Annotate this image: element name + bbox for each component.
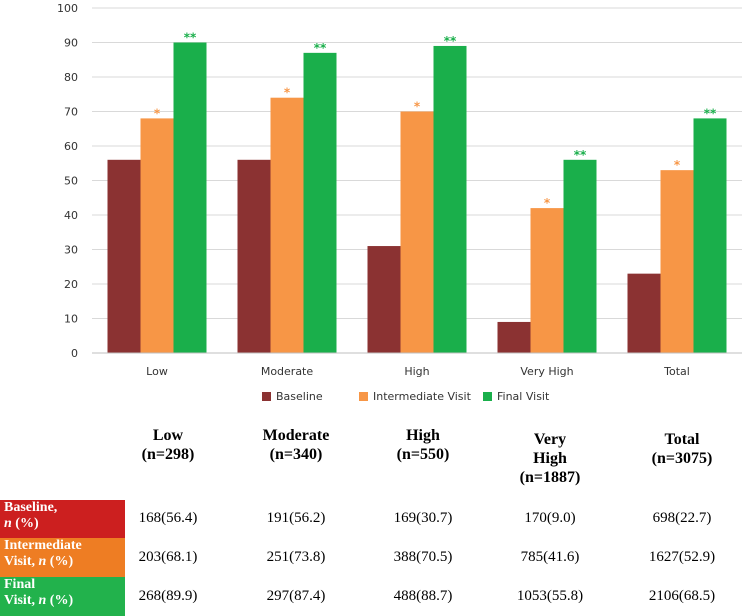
y-tick-label: 80 [64, 71, 78, 84]
table-cell: 170(9.0) [524, 510, 576, 526]
col-header-line: (n=550) [396, 446, 450, 463]
col-header-line: (n=298) [141, 446, 195, 463]
bar-intermediate-visit [660, 170, 694, 353]
row-label-intermediate: Intermediate Visit, n (%) [0, 538, 125, 577]
col-header-line: Low [152, 427, 184, 444]
legend-label: Intermediate Visit [373, 390, 472, 403]
col-header-line: Total [664, 431, 700, 448]
col-header-line: Very [533, 431, 567, 448]
row-label-pct: (%) [46, 593, 74, 608]
bar-intermediate-visit [270, 97, 304, 353]
col-header-line: (n=340) [269, 446, 323, 463]
row-label-n: n [4, 516, 12, 531]
row-label-text: Visit, [4, 593, 39, 608]
table-cell: 785(41.6) [520, 549, 580, 565]
y-tick-label: 50 [64, 175, 78, 188]
bar-final-visit [563, 159, 597, 353]
col-header-low: Low (n=298) [113, 426, 223, 464]
legend-swatch [262, 392, 271, 401]
x-tick-label: Very High [520, 365, 573, 378]
table-cell: 2106(68.5) [648, 588, 716, 604]
bar-intermediate-visit [530, 208, 564, 353]
table-cell: 1627(52.9) [648, 549, 716, 565]
significance-mark: * [154, 106, 161, 120]
y-tick-label: 100 [57, 2, 78, 15]
row-label-text: Final [4, 577, 36, 592]
table-cell: 191(56.2) [266, 510, 326, 526]
table-cell: 388(70.5) [393, 549, 453, 565]
y-tick-label: 0 [71, 347, 78, 360]
bar-intermediate-visit [400, 111, 434, 353]
significance-mark: ** [574, 148, 587, 162]
col-header-moderate: Moderate (n=340) [241, 426, 351, 464]
table-cell: 698(22.7) [652, 510, 712, 526]
bar-baseline [107, 159, 141, 353]
legend-label: Baseline [276, 390, 323, 403]
table-cell: 297(87.4) [266, 588, 326, 604]
row-label-n: n [38, 593, 47, 608]
row-label-baseline: Baseline, n (%) [0, 500, 125, 538]
bar-final-visit [173, 42, 207, 353]
significance-mark: * [284, 86, 291, 100]
x-tick-label: Moderate [261, 365, 314, 378]
y-tick-label: 10 [64, 313, 78, 326]
col-header-line: (n=1887) [519, 469, 581, 486]
y-tick-label: 30 [64, 244, 78, 257]
table-cell: 168(56.4) [138, 510, 198, 526]
bar-baseline [367, 246, 401, 353]
y-tick-label: 40 [64, 209, 78, 222]
bar-baseline [627, 273, 661, 353]
table-cell: 169(30.7) [393, 510, 453, 526]
col-header-line: High [406, 427, 440, 444]
table-cell: 488(88.7) [393, 588, 453, 604]
row-label-text: Baseline, [4, 500, 58, 515]
bar-baseline [497, 321, 531, 353]
x-tick-label: Low [146, 365, 168, 378]
legend: Baseline Intermediate Visit Final Visit [262, 390, 550, 403]
table-cell: 1053(55.8) [516, 588, 584, 604]
x-axis: Low Moderate High Very High Total [92, 352, 742, 378]
col-header-total: Total (n=3075) [627, 430, 737, 468]
y-tick-label: 60 [64, 140, 78, 153]
row-label-pct: (%) [46, 554, 74, 569]
y-tick-label: 20 [64, 278, 78, 291]
y-axis: 0 10 20 30 40 50 60 70 80 90 100 [57, 2, 78, 360]
row-label-n: n [38, 554, 47, 569]
row-label-text: Intermediate [4, 538, 82, 553]
bar-baseline [237, 159, 271, 353]
row-label-text: Visit, [4, 554, 39, 569]
col-header-line: Moderate [262, 427, 330, 444]
y-tick-label: 70 [64, 106, 78, 119]
table-cell: 251(73.8) [266, 549, 326, 565]
significance-mark: ** [444, 34, 457, 48]
significance-mark: * [674, 158, 681, 172]
col-header-line: (n=3075) [651, 450, 713, 467]
legend-label: Final Visit [497, 390, 550, 403]
significance-mark: ** [184, 31, 197, 45]
row-label-final: Final Visit, n (%) [0, 577, 125, 616]
col-header-very-high: Very High (n=1887) [495, 430, 605, 487]
significance-mark: * [414, 100, 421, 114]
table-cell: 268(89.9) [138, 588, 198, 604]
col-header-line: High [533, 450, 567, 467]
bar-final-visit [433, 45, 467, 353]
col-header-high: High (n=550) [368, 426, 478, 464]
bar-final-visit [693, 118, 727, 354]
significance-mark: ** [704, 106, 717, 120]
table-cell: 203(68.1) [138, 549, 198, 565]
bars: *************** [107, 31, 727, 354]
bar-intermediate-visit [140, 118, 174, 354]
legend-swatch [359, 392, 368, 401]
significance-mark: * [544, 196, 551, 210]
legend-swatch [483, 392, 492, 401]
x-tick-label: High [404, 365, 429, 378]
significance-mark: ** [314, 41, 327, 55]
x-tick-label: Total [663, 365, 690, 378]
row-label-pct: (%) [11, 516, 39, 531]
y-tick-label: 90 [64, 37, 78, 50]
bar-final-visit [303, 52, 337, 353]
